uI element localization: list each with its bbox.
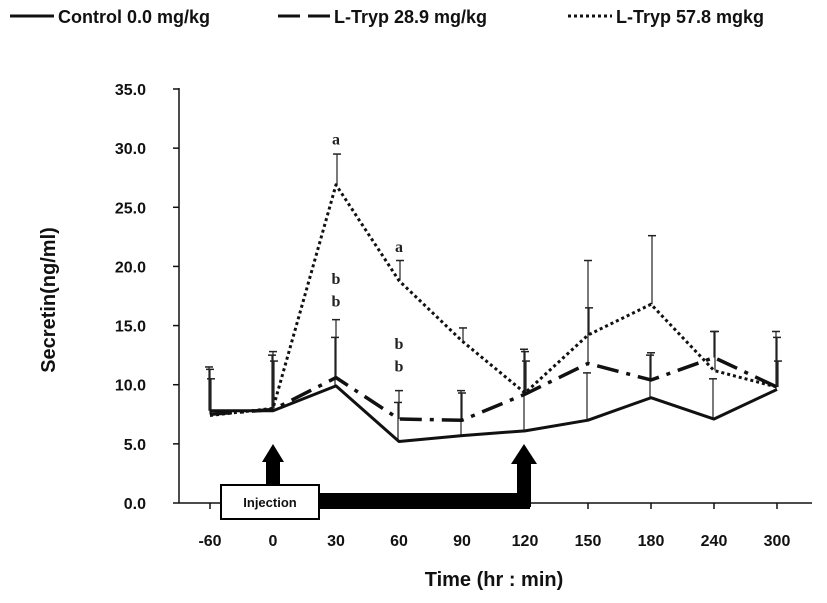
x-tick-label: 240 [701, 533, 728, 550]
injection-box [220, 484, 320, 520]
y-tick-label: 30.0 [115, 141, 146, 158]
x-tick-label: -60 [198, 533, 221, 550]
injection-arrow-shaft-1 [266, 462, 280, 484]
significance-letter: b [395, 336, 404, 353]
axes: 0.0 5.0 10.0 15.0 20.0 25.0 30.0 35.0 -60 0 30 60 9… [38, 82, 812, 591]
series-line-3 [209, 183, 778, 417]
x-tick-label: 0 [269, 533, 278, 550]
series-line-2 [209, 355, 778, 422]
significance-letter: a [332, 132, 340, 149]
y-tick-label: 35.0 [115, 82, 146, 99]
x-ticks: -60 0 30 60 90 120 150 180 240 300 [198, 503, 790, 550]
legend-label-ltryp-28: L-Tryp 28.9 mg/kg [334, 7, 487, 27]
x-tick-label: 30 [327, 533, 345, 550]
legend-label-control: Control 0.0 mg/kg [58, 7, 210, 27]
x-tick-label: 60 [390, 533, 408, 550]
x-tick-label: 90 [453, 533, 471, 550]
significance-letter: a [395, 239, 403, 256]
injection-bar [318, 493, 530, 509]
y-tick-label: 20.0 [115, 259, 146, 276]
x-axis-title: Time (hr : min) [425, 569, 564, 591]
series-line-1 [210, 384, 778, 443]
injection-arrow-head-2 [511, 444, 537, 464]
x-tick-label: 120 [512, 533, 539, 550]
legend: Control 0.0 mg/kg L-Tryp 28.9 mg/kg L-Tr… [10, 7, 764, 27]
significance-letter: b [332, 271, 341, 288]
significance-letter: b [332, 294, 341, 311]
y-axis-title: Secretin(ng/ml) [38, 227, 60, 373]
injection-arrow-head-1 [262, 444, 284, 462]
injection-arrow-shaft-2 [517, 462, 531, 507]
legend-label-ltryp-57: L-Tryp 57.8 mgkg [616, 7, 764, 27]
y-tick-label: 25.0 [115, 200, 146, 217]
y-ticks: 0.0 5.0 10.0 15.0 20.0 25.0 30.0 35.0 [115, 82, 179, 513]
series-lines [209, 183, 778, 443]
y-tick-label: 0.0 [124, 496, 146, 513]
y-tick-label: 5.0 [124, 437, 146, 454]
x-tick-label: 150 [575, 533, 602, 550]
x-tick-label: 300 [764, 533, 791, 550]
y-tick-label: 10.0 [115, 378, 146, 395]
injection-marker: Injection [220, 444, 537, 520]
injection-label: Injection [243, 495, 297, 510]
x-tick-label: 180 [638, 533, 665, 550]
y-tick-label: 15.0 [115, 319, 146, 336]
significance-letter: b [395, 359, 404, 376]
